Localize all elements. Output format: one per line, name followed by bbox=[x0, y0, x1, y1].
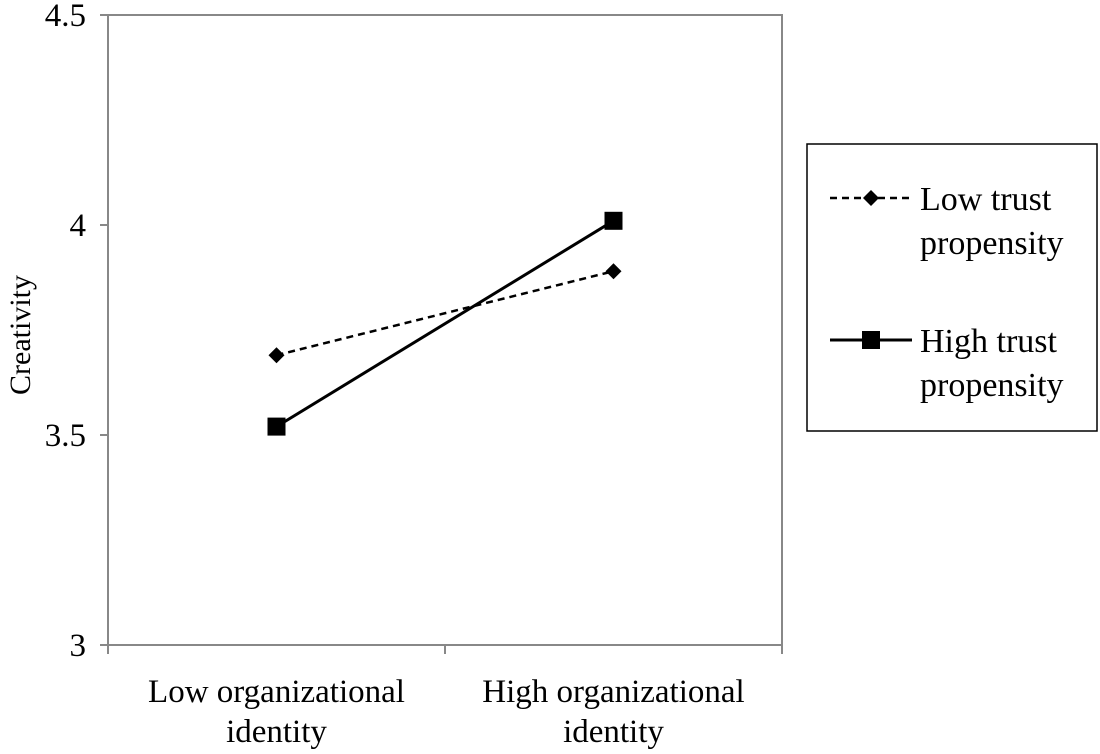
legend-box bbox=[806, 143, 1098, 432]
legend-label-line: propensity bbox=[920, 225, 1064, 262]
data-point-square bbox=[267, 417, 286, 436]
data-point-diamond bbox=[605, 263, 622, 280]
x-tick-label-line: identity bbox=[226, 714, 327, 750]
legend-marker-diamond bbox=[863, 190, 879, 206]
legend-label-line: propensity bbox=[920, 367, 1064, 404]
x-tick-label: Low organizational identity bbox=[148, 674, 405, 750]
x-tick-label-line: identity bbox=[563, 714, 664, 750]
legend-marker-square bbox=[862, 331, 880, 349]
series-line bbox=[275, 219, 615, 428]
y-tick-label: 3.5 bbox=[45, 418, 86, 454]
legend-label: High trust propensity bbox=[920, 323, 1064, 404]
y-tick-label: 4 bbox=[70, 208, 87, 244]
legend: Low trust propensity High trust propensity bbox=[806, 143, 1098, 432]
y-tick-label: 3 bbox=[70, 628, 87, 664]
y-tick-label: 4.5 bbox=[45, 0, 86, 34]
y-axis-title: Creativity bbox=[4, 275, 37, 395]
legend-entry: Low trust propensity bbox=[830, 181, 1064, 262]
series-low-trust bbox=[268, 263, 622, 364]
x-tick-label-line: High organizational bbox=[482, 674, 744, 710]
legend-label-line: High trust bbox=[920, 323, 1058, 360]
legend-entry: High trust propensity bbox=[830, 323, 1064, 404]
legend-label-line: Low trust bbox=[920, 181, 1052, 218]
x-tick-label-line: Low organizational bbox=[148, 674, 405, 710]
y-axis: 3 3.5 4 4.5 bbox=[45, 0, 108, 664]
data-point-square bbox=[604, 211, 623, 230]
legend-label: Low trust propensity bbox=[920, 181, 1064, 262]
x-tick-label: High organizational identity bbox=[482, 674, 744, 750]
series-line bbox=[276, 269, 614, 357]
plot-area bbox=[107, 14, 783, 646]
series-high-trust bbox=[267, 211, 623, 436]
data-point-diamond bbox=[268, 347, 285, 364]
series-layer bbox=[267, 211, 623, 436]
